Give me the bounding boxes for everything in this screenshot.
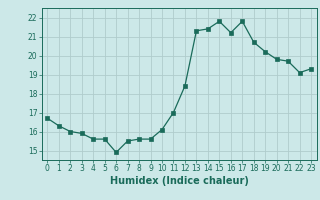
X-axis label: Humidex (Indice chaleur): Humidex (Indice chaleur) [110, 176, 249, 186]
